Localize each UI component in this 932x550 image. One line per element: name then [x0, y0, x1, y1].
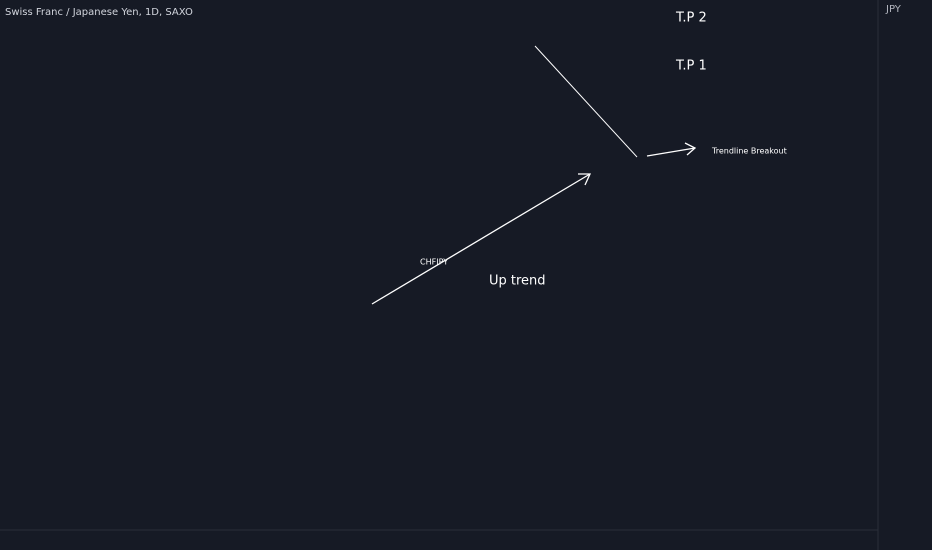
drawings — [371, 45, 697, 305]
trend-label: Up trend — [489, 274, 546, 289]
symbol-label: CHFJPY — [420, 258, 448, 267]
arrow-head — [578, 173, 592, 186]
arrow-head — [684, 142, 697, 156]
trendline — [534, 45, 638, 158]
tp2-label: T.P 2 — [675, 11, 707, 26]
uptrend-arrow — [371, 173, 591, 305]
y-unit: JPY — [885, 4, 902, 15]
breakout-arrow — [646, 147, 696, 157]
breakout-label: Trendline Breakout — [711, 147, 787, 156]
tp1-label: T.P 1 — [675, 59, 707, 74]
chart-title: Swiss Franc / Japanese Yen, 1D, SAXO — [5, 7, 193, 18]
